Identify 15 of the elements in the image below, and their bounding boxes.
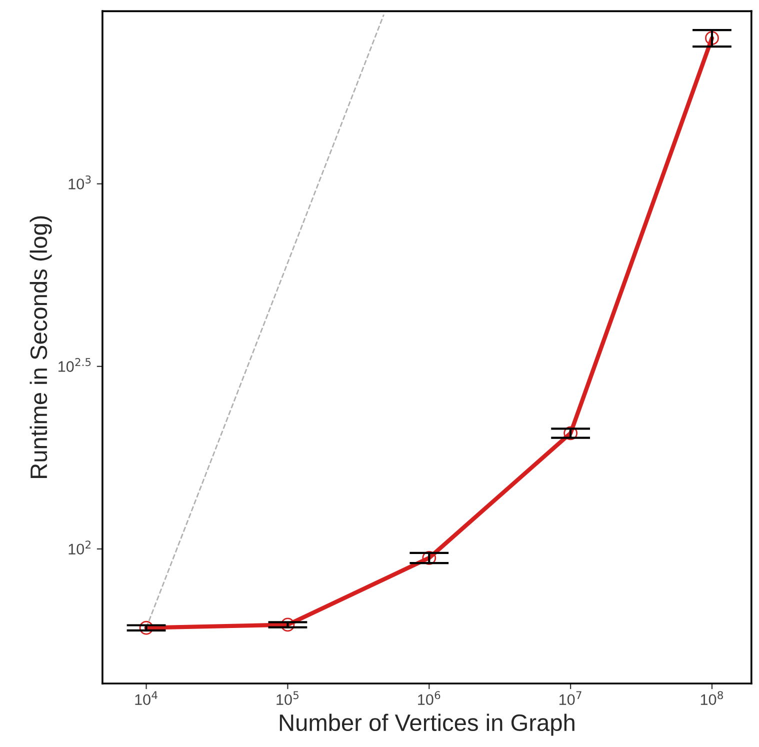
point [564, 426, 578, 440]
x-tick-label: 10$^{5}$ [276, 691, 298, 706]
x-tick-label: 10$^{8}$ [700, 691, 723, 706]
point [280, 618, 295, 632]
y-axis-title: Runtime in Seconds (log) [30, 216, 52, 478]
point [705, 31, 719, 46]
y-tick-label: 10$^{2.5}$ [58, 358, 91, 372]
x-axis-title: Number of Vertices in Graph [280, 714, 574, 736]
y-tick-label: 10$^{3}$ [68, 175, 91, 190]
y-tick-label: 10$^{2}$ [68, 540, 90, 555]
point [139, 620, 154, 635]
x-tick-label: 10$^{7}$ [560, 691, 582, 706]
x-tick-label: 10$^{6}$ [418, 691, 440, 706]
point [422, 550, 436, 565]
x-tick-label: 10$^{4}$ [135, 691, 158, 706]
